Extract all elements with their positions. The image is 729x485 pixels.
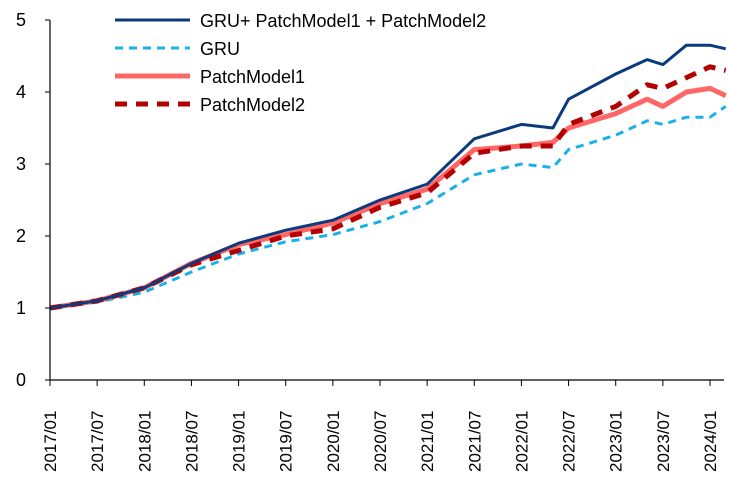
y-tick-label: 1 xyxy=(16,298,26,318)
x-tick-label: 2020/01 xyxy=(324,411,343,472)
x-tick-label: 2021/01 xyxy=(418,411,437,472)
x-tick-label: 2024/01 xyxy=(701,411,720,472)
legend-label: GRU xyxy=(200,39,240,59)
y-tick-label: 0 xyxy=(16,370,26,390)
x-tick-label: 2023/01 xyxy=(607,411,626,472)
x-tick-label: 2021/07 xyxy=(465,411,484,472)
x-tick-label: 2018/01 xyxy=(135,411,154,472)
legend: GRU+ PatchModel1 + PatchModel2 GRU PatchMo… xyxy=(115,11,486,115)
series-lines xyxy=(50,45,726,308)
y-ticks: 0 1 2 3 4 5 xyxy=(16,10,50,390)
legend-label: GRU+ PatchModel1 + PatchModel2 xyxy=(200,11,486,31)
x-tick-label: 2018/07 xyxy=(182,411,201,472)
x-tick-label: 2022/01 xyxy=(512,411,531,472)
series-line-3 xyxy=(50,67,726,308)
y-tick-label: 5 xyxy=(16,10,26,30)
y-tick-label: 4 xyxy=(16,82,26,102)
y-tick-label: 3 xyxy=(16,154,26,174)
legend-label: PatchModel1 xyxy=(200,67,305,87)
x-tick-label: 2019/01 xyxy=(230,411,249,472)
series-line-0 xyxy=(50,45,726,308)
legend-label: PatchModel2 xyxy=(200,95,305,115)
x-tick-label: 2017/07 xyxy=(88,411,107,472)
x-tick-label: 2017/01 xyxy=(41,411,60,472)
series-line-1 xyxy=(50,106,726,308)
x-tick-label: 2019/07 xyxy=(277,411,296,472)
x-ticks: 2017/01 2017/07 2018/01 2018/07 2019/01 2019/… xyxy=(41,380,720,472)
x-tick-label: 2023/07 xyxy=(654,411,673,472)
x-tick-label: 2020/07 xyxy=(371,411,390,472)
y-tick-label: 2 xyxy=(16,226,26,246)
x-tick-label: 2022/07 xyxy=(560,411,579,472)
